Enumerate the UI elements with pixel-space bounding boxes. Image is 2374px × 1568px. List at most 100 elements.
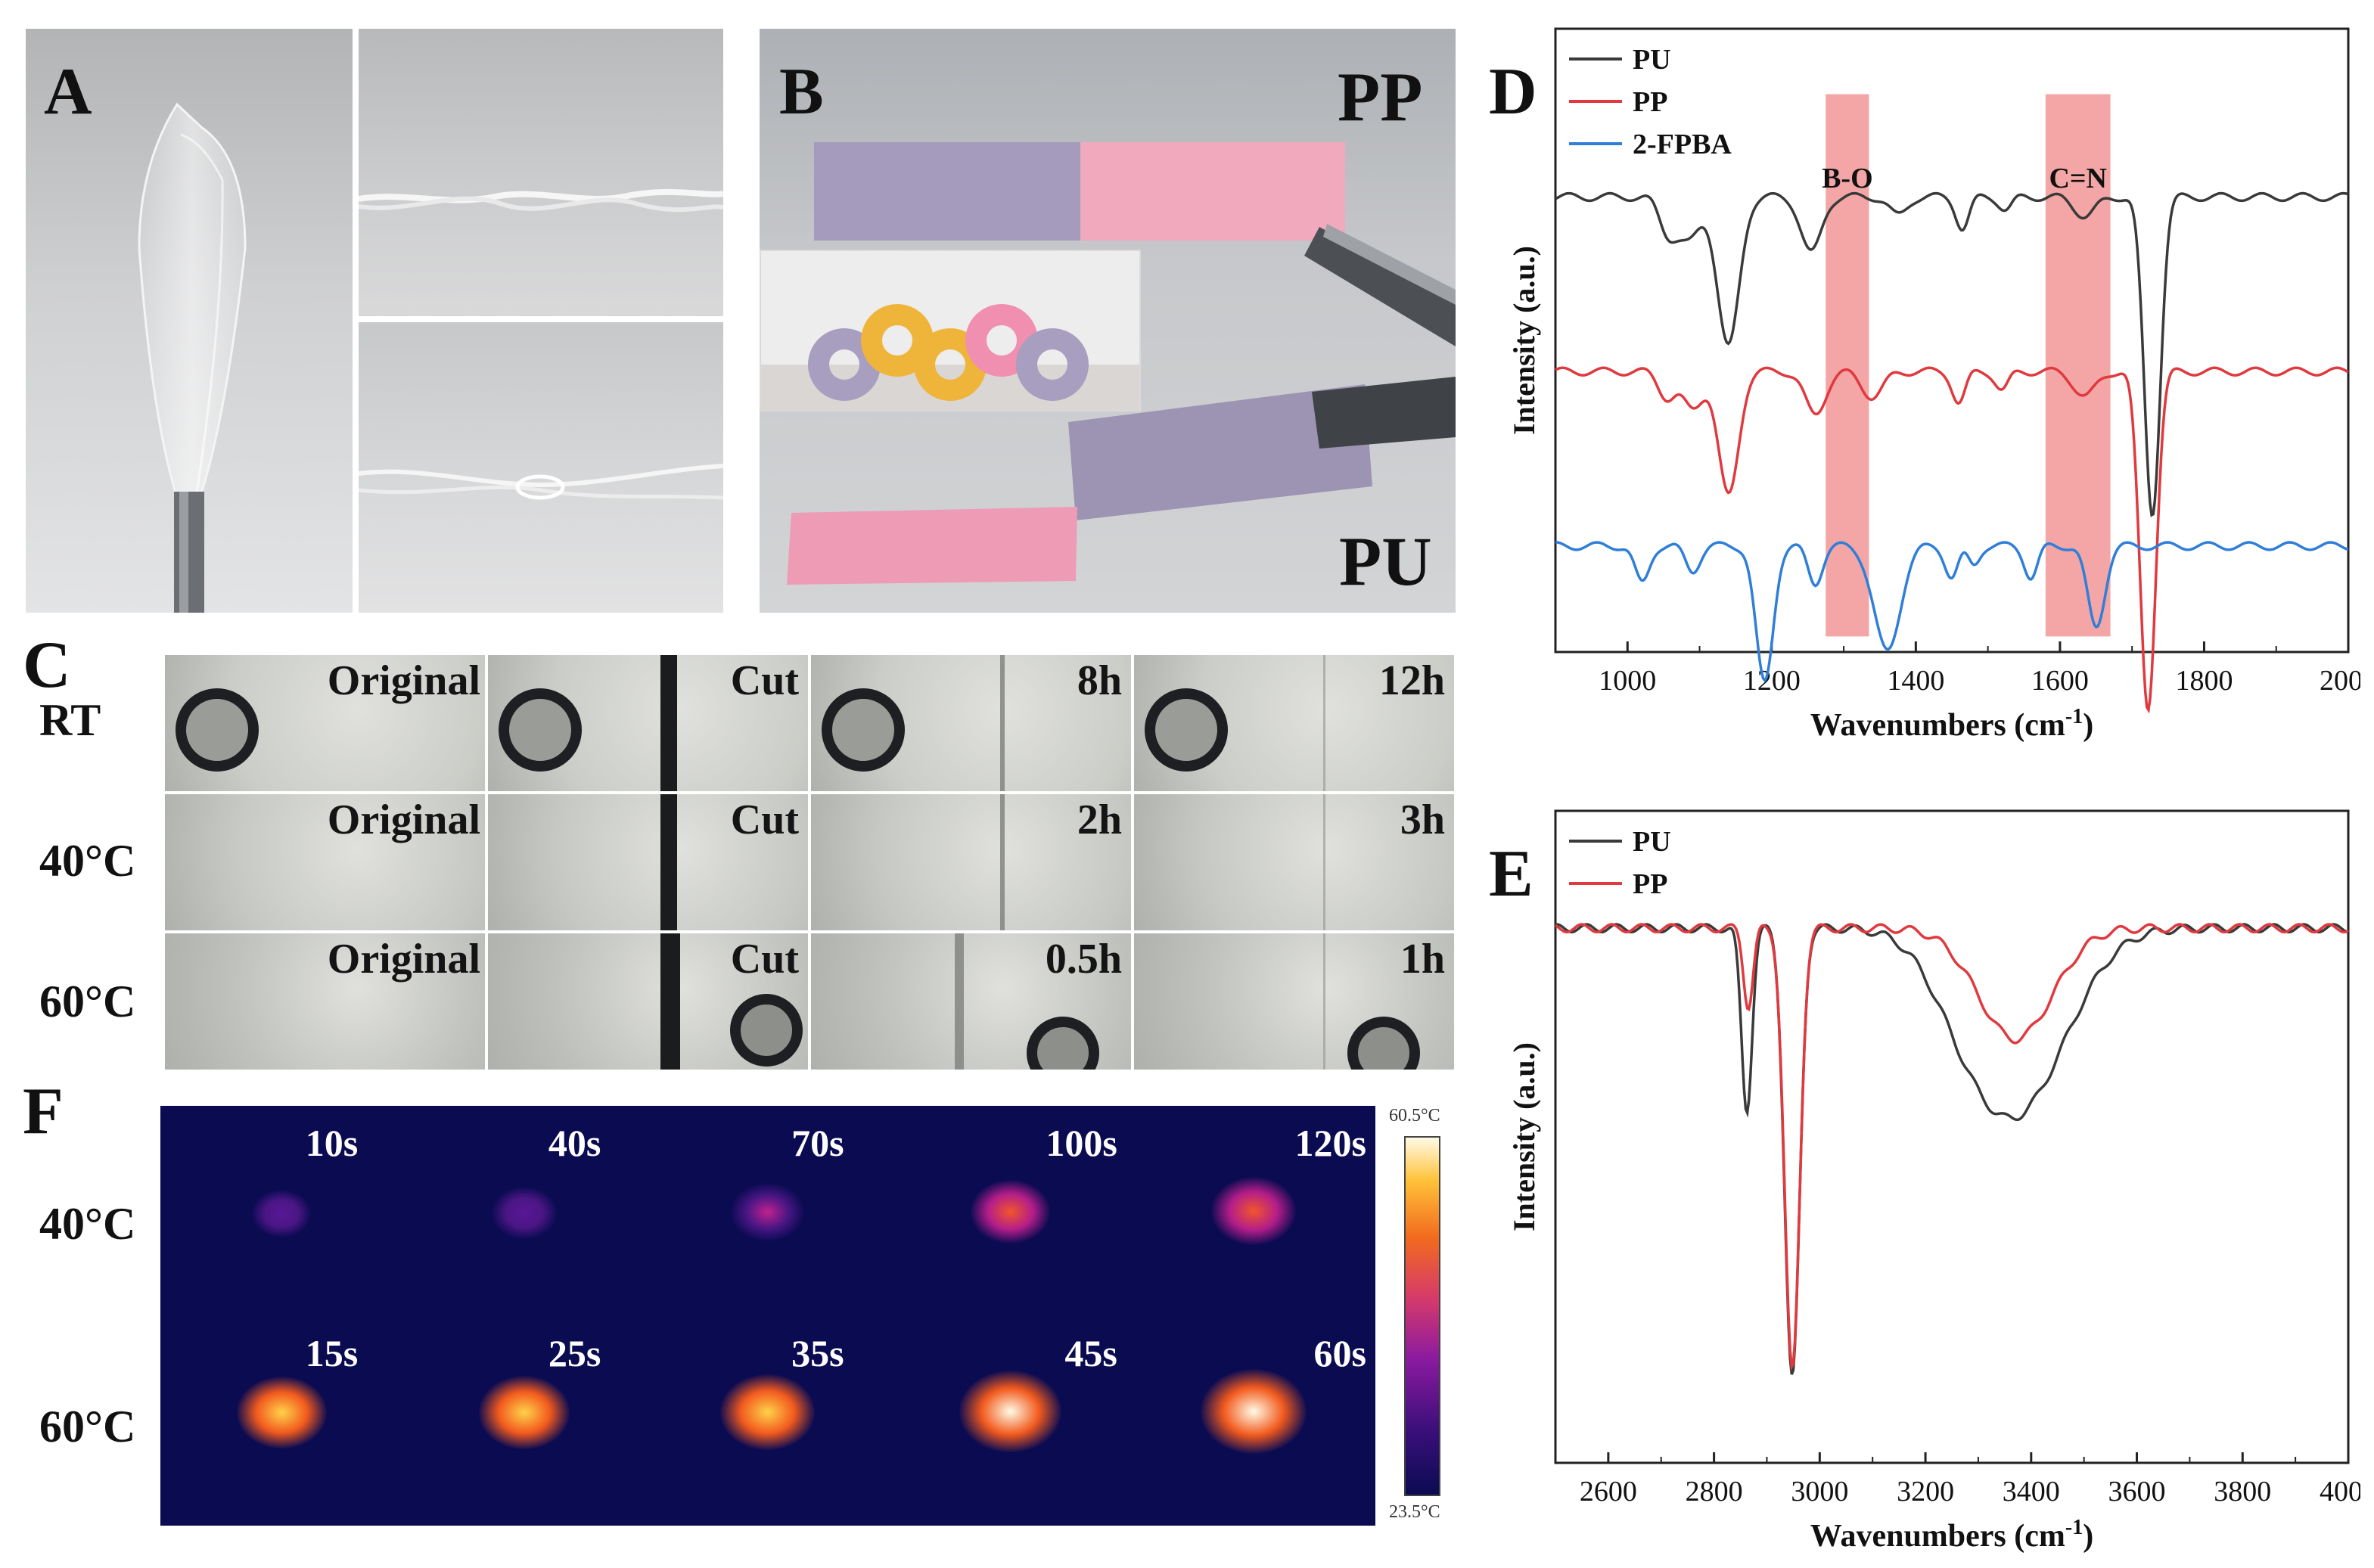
bubble-artifact xyxy=(1145,688,1228,772)
band-annotation: C=N xyxy=(2049,163,2107,194)
x-tick-label: 1000 xyxy=(1599,665,1656,697)
micrograph-cell: 1h xyxy=(1134,933,1454,1070)
panel-b-label-pu: PU xyxy=(1339,523,1432,600)
bubble-artifact xyxy=(499,688,582,772)
micrograph-cell: 12h xyxy=(1134,655,1454,791)
thermal-time-label: 10s xyxy=(305,1122,359,1164)
band-annotation: B-O xyxy=(1822,163,1873,194)
bubble-artifact xyxy=(822,688,905,772)
thermal-frame: 40s xyxy=(403,1106,646,1316)
panel-b-inset xyxy=(760,250,1141,411)
x-axis-label: Wavenumbers (cm-1) xyxy=(1810,705,2093,743)
thermal-time-label: 70s xyxy=(791,1122,844,1164)
legend-label: 2-FPBA xyxy=(1633,129,1732,160)
panel-c-grid: Original Cut 8h 12h Original Cut 2h 3h Original C… xyxy=(165,655,1457,1073)
micrograph-caption: Original xyxy=(327,796,480,843)
heat-spot xyxy=(1200,1368,1307,1454)
heat-spot xyxy=(720,1374,815,1450)
heat-spot xyxy=(959,1371,1061,1452)
colorbar-max-label: 60.5°C xyxy=(1389,1106,1440,1126)
thermal-frame: 15s xyxy=(160,1316,403,1526)
healed-line xyxy=(1323,655,1325,791)
micrograph-cell: 3h xyxy=(1134,794,1454,930)
bubble-artifact xyxy=(1027,1017,1099,1070)
legend-label: PP xyxy=(1633,86,1667,118)
x-axis-label: Wavenumbers (cm-1) xyxy=(1810,1516,2093,1554)
thermal-time-label: 100s xyxy=(1046,1122,1117,1164)
x-axis-label-close: ) xyxy=(2083,708,2093,743)
series-line-pp xyxy=(1555,923,2349,1371)
micrograph-cell: 2h xyxy=(811,794,1131,930)
legend-label: PU xyxy=(1633,826,1671,858)
bubble-artifact xyxy=(176,688,259,772)
panel-a-photo-knot xyxy=(359,322,723,613)
panel-label-a: A xyxy=(44,55,92,129)
thermal-time-label: 45s xyxy=(1064,1331,1117,1374)
micrograph-caption: 3h xyxy=(1400,796,1445,843)
micrograph-caption: 2h xyxy=(1077,796,1122,843)
x-axis-label-sup: -1 xyxy=(2065,1516,2083,1539)
heat-spot xyxy=(478,1376,570,1449)
thermal-time-label: 35s xyxy=(791,1331,844,1374)
ftir-chart-d: 1000 1200 1400 1600 1800 2000 PU PP 2-FPBA Wavenu… xyxy=(1507,27,2360,743)
y-axis-label: Intensity (a.u.) xyxy=(1507,1042,1541,1231)
thermal-colorbar xyxy=(1404,1136,1440,1496)
panel-c-row-label: 60°C xyxy=(39,977,136,1026)
y-axis-label: Intensity (a.u.) xyxy=(1507,246,1541,435)
thermal-frame: 35s xyxy=(646,1316,889,1526)
x-tick-label: 1600 xyxy=(2031,665,2089,697)
series-line-2-fpba xyxy=(1555,541,2349,683)
micrograph-caption: 8h xyxy=(1077,657,1122,704)
panel-label-c: C xyxy=(23,629,71,702)
plot-frame xyxy=(1554,27,2350,654)
micrograph-caption: 1h xyxy=(1400,936,1445,983)
heat-spot xyxy=(236,1377,327,1449)
legend-label: PU xyxy=(1633,44,1671,76)
panel-c-row-label: RT xyxy=(39,695,101,745)
micrograph-caption: Cut xyxy=(730,657,799,704)
panel-c-row-label: 40°C xyxy=(39,836,136,886)
ring-chain-illustration xyxy=(761,304,1139,410)
heat-spot xyxy=(251,1189,312,1237)
thermal-frame: 70s xyxy=(646,1106,889,1316)
healing-line xyxy=(955,933,964,1070)
micrograph-cell: 0.5h xyxy=(811,933,1131,1070)
x-tick-label: 1800 xyxy=(2175,665,2233,697)
series-line-pu xyxy=(1555,191,2349,517)
thermal-frame: 25s xyxy=(403,1316,646,1526)
micrograph-cell: Cut xyxy=(488,794,808,930)
micrograph-caption: 0.5h xyxy=(1045,936,1122,983)
panel-a-photo-twisted xyxy=(359,29,723,316)
x-tick-label: 1400 xyxy=(1887,665,1944,697)
heat-spot xyxy=(731,1182,804,1241)
ftir-chart-e: 2600 2800 3000 3200 3400 3600 3800 4000 PU PP Wave… xyxy=(1507,809,2360,1554)
x-tick-label: 4000 xyxy=(2320,1476,2360,1507)
thermal-time-label: 25s xyxy=(548,1331,601,1374)
bubble-artifact xyxy=(730,994,803,1067)
thermal-time-label: 60s xyxy=(1313,1331,1366,1374)
panel-label-d: D xyxy=(1489,55,1537,129)
thermal-frame: 100s xyxy=(890,1106,1133,1316)
film-cone-illustration xyxy=(138,102,247,613)
x-tick-label: 3000 xyxy=(1791,1476,1848,1507)
heat-spot xyxy=(492,1187,557,1239)
panel-b-label-pp: PP xyxy=(1338,58,1423,135)
panel-a-photo-cone xyxy=(26,29,353,613)
x-tick-label: 2800 xyxy=(1686,1476,1743,1507)
cut-line xyxy=(660,794,677,930)
x-tick-label: 3600 xyxy=(2108,1476,2166,1507)
heat-spot xyxy=(1210,1177,1296,1245)
x-axis-label-text: Wavenumbers (cm xyxy=(1810,1519,2065,1554)
micrograph-caption: 12h xyxy=(1378,657,1445,704)
cut-line xyxy=(660,933,680,1070)
micrograph-caption: Original xyxy=(327,936,480,983)
thermal-frame: 120s xyxy=(1133,1106,1375,1316)
healing-line xyxy=(1000,794,1005,930)
series-line-pp xyxy=(1555,366,2349,714)
plot-frame xyxy=(1554,809,2350,1464)
healing-line xyxy=(1000,655,1005,791)
healed-line xyxy=(1323,933,1325,1070)
micrograph-caption: Original xyxy=(327,657,480,704)
x-axis-label-sup: -1 xyxy=(2065,705,2083,728)
x-tick-label: 3200 xyxy=(1897,1476,1954,1507)
